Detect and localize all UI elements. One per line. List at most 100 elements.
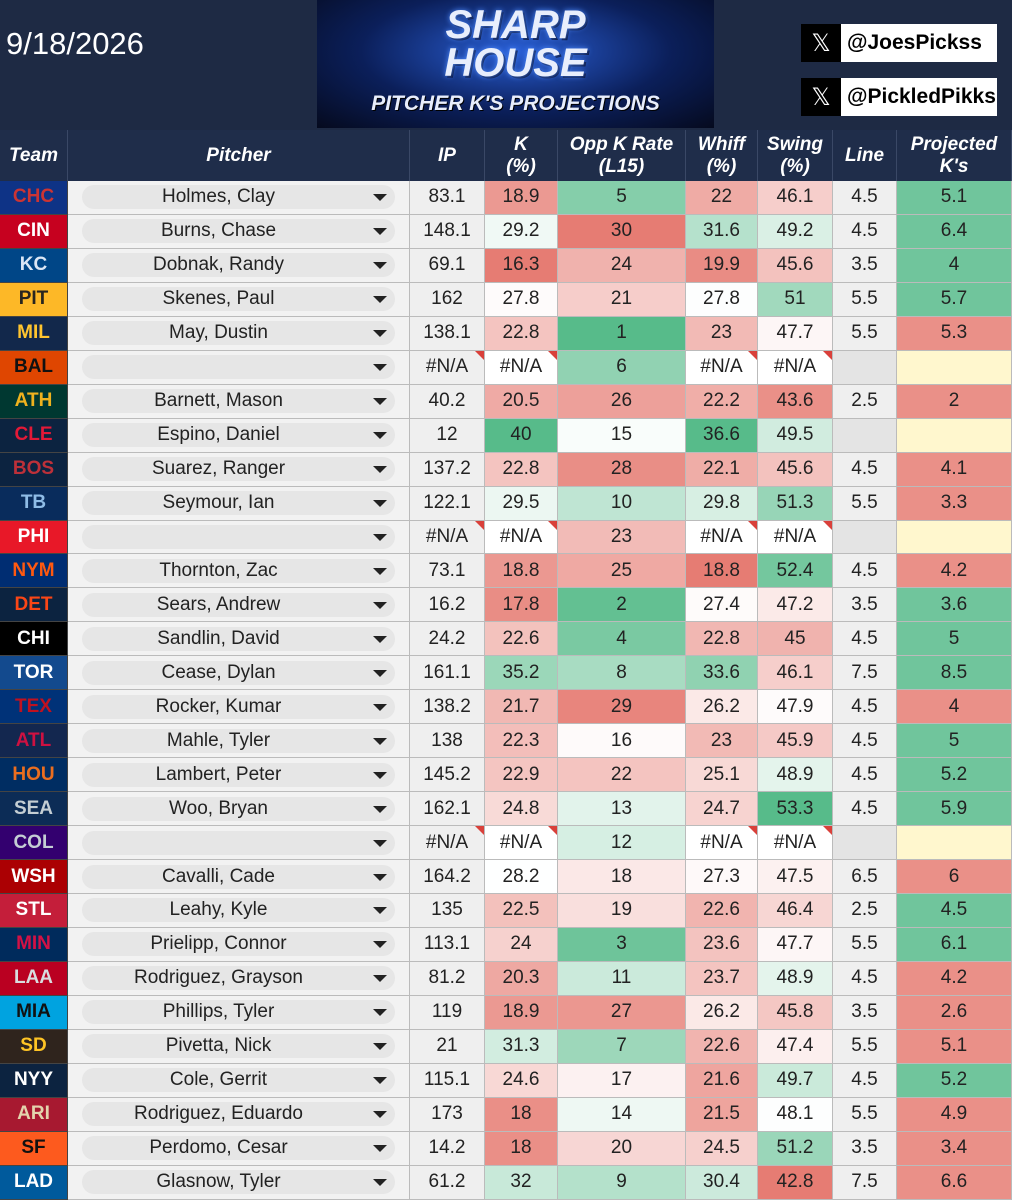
pitcher-cell: Woo, Bryan	[68, 792, 410, 827]
pitcher-name: Leahy, Kyle	[169, 899, 268, 921]
pitcher-dropdown[interactable]: Espino, Daniel	[82, 423, 395, 448]
data-cell: 35.2	[485, 656, 558, 691]
data-cell: 29.5	[485, 486, 558, 521]
data-cell: 45.8	[758, 995, 833, 1030]
dropdown-arrow	[373, 567, 387, 575]
data-cell: 4.5	[833, 452, 897, 487]
data-cell: 51	[758, 282, 833, 317]
data-cell: 5	[897, 622, 1012, 657]
data-cell: 26.2	[686, 690, 758, 725]
pitcher-dropdown[interactable]: Cease, Dylan	[82, 660, 395, 685]
pitcher-dropdown[interactable]: Skenes, Paul	[82, 287, 395, 312]
header-line: (%)	[706, 155, 737, 177]
dropdown-arrow	[373, 330, 387, 338]
dropdown-arrow	[373, 364, 387, 372]
pitcher-dropdown[interactable]: Sandlin, David	[82, 626, 395, 651]
pitcher-dropdown[interactable]: Phillips, Tyler	[82, 1000, 395, 1025]
data-cell: 18	[558, 860, 686, 895]
pitcher-dropdown[interactable]: Pivetta, Nick	[82, 1034, 395, 1059]
pitcher-dropdown[interactable]: Burns, Chase	[82, 219, 395, 244]
data-cell: 13	[558, 792, 686, 827]
pitcher-dropdown[interactable]: Sears, Andrew	[82, 592, 395, 617]
data-cell: 48.1	[758, 1097, 833, 1132]
data-cell: 16.3	[485, 248, 558, 283]
data-cell: 15	[558, 418, 686, 453]
pitcher-dropdown[interactable]: Seymour, Ian	[82, 491, 395, 516]
pitcher-dropdown[interactable]: Thornton, Zac	[82, 558, 395, 583]
data-cell: 5.1	[897, 181, 1012, 215]
team-cell: ARI	[0, 1097, 68, 1132]
data-cell: 27	[558, 995, 686, 1030]
pitcher-name: Rodriguez, Eduardo	[134, 1103, 303, 1125]
pitcher-dropdown[interactable]: Suarez, Ranger	[82, 457, 395, 482]
pitcher-dropdown[interactable]: Lambert, Peter	[82, 762, 395, 787]
pitcher-dropdown[interactable]: May, Dustin	[82, 321, 395, 346]
pitcher-dropdown[interactable]: Rodriguez, Grayson	[82, 966, 395, 991]
pitcher-name: Rodriguez, Grayson	[134, 967, 303, 989]
data-cell: 20.3	[485, 961, 558, 996]
data-cell: 173	[410, 1097, 485, 1132]
data-cell: 29.2	[485, 214, 558, 249]
data-cell: 22.6	[686, 894, 758, 928]
pitcher-cell: Sandlin, David	[68, 622, 410, 657]
data-cell: 47.7	[758, 316, 833, 351]
data-cell: 83.1	[410, 181, 485, 215]
pitcher-dropdown[interactable]: Prielipp, Connor	[82, 932, 395, 957]
team-cell: CIN	[0, 214, 68, 249]
data-cell: 53.3	[758, 792, 833, 827]
pitcher-dropdown[interactable]: Leahy, Kyle	[82, 898, 395, 923]
column-header: Line	[833, 130, 897, 181]
data-cell: 49.7	[758, 1063, 833, 1098]
table: Team Pitcher IP K (%) Opp K Rate (L15) Whiff (%)…	[0, 130, 1012, 1200]
data-cell: 40.2	[410, 384, 485, 419]
pitcher-dropdown[interactable]: Glasnow, Tyler	[82, 1170, 395, 1195]
data-cell: 17	[558, 1063, 686, 1098]
pitcher-dropdown[interactable]: Mahle, Tyler	[82, 728, 395, 753]
pitcher-dropdown[interactable]: Rodriguez, Eduardo	[82, 1102, 395, 1127]
data-cell: 22	[686, 181, 758, 215]
data-cell: 48.9	[758, 961, 833, 996]
logo-line: SHARP	[445, 3, 586, 47]
data-cell: 23.7	[686, 961, 758, 996]
pitcher-dropdown[interactable]: Barnett, Mason	[82, 389, 395, 414]
dropdown-arrow	[373, 907, 387, 915]
pitcher-cell	[68, 350, 410, 385]
pitcher-dropdown[interactable]: Cole, Gerrit	[82, 1068, 395, 1093]
data-cell: 4.5	[833, 724, 897, 759]
pitcher-dropdown[interactable]	[82, 830, 395, 855]
pitcher-dropdown[interactable]: Woo, Bryan	[82, 796, 395, 821]
data-cell: 30.4	[686, 1165, 758, 1200]
pitcher-dropdown[interactable]: Holmes, Clay	[82, 185, 395, 210]
data-cell: 6.6	[897, 1165, 1012, 1200]
social-handle[interactable]: 𝕏 @JoesPickss	[801, 24, 997, 62]
data-cell: 22.9	[485, 758, 558, 793]
pitcher-dropdown[interactable]: Rocker, Kumar	[82, 694, 395, 719]
pitcher-dropdown[interactable]	[82, 525, 395, 549]
pitcher-dropdown[interactable]: Perdomo, Cesar	[82, 1136, 395, 1161]
dropdown-arrow	[373, 466, 387, 474]
pitcher-dropdown[interactable]: Cavalli, Cade	[82, 864, 395, 889]
social-handle[interactable]: 𝕏 @PickledPikks	[801, 78, 997, 116]
handle: @JoesPickss	[847, 31, 982, 54]
data-cell: 4.9	[897, 1097, 1012, 1132]
data-cell: 5.1	[897, 1029, 1012, 1064]
data-cell: 16.2	[410, 588, 485, 623]
data-cell: 4.5	[833, 961, 897, 996]
column-header: Swing (%)	[758, 130, 833, 181]
team-cell: CHC	[0, 181, 68, 215]
team-cell: KC	[0, 248, 68, 283]
data-cell: 19.9	[686, 248, 758, 283]
data-cell: 8.5	[897, 656, 1012, 691]
data-cell: 2.5	[833, 384, 897, 419]
header-line: Swing	[767, 133, 823, 155]
data-cell: 22.3	[485, 724, 558, 759]
team-cell: COL	[0, 826, 68, 861]
pitcher-dropdown[interactable]: Dobnak, Randy	[82, 253, 395, 278]
pitcher-name: Espino, Daniel	[157, 424, 280, 446]
data-cell: 26	[558, 384, 686, 419]
pitcher-cell: Skenes, Paul	[68, 282, 410, 317]
data-cell: 162	[410, 282, 485, 317]
data-cell: 12	[558, 826, 686, 861]
pitcher-dropdown[interactable]	[82, 355, 395, 380]
